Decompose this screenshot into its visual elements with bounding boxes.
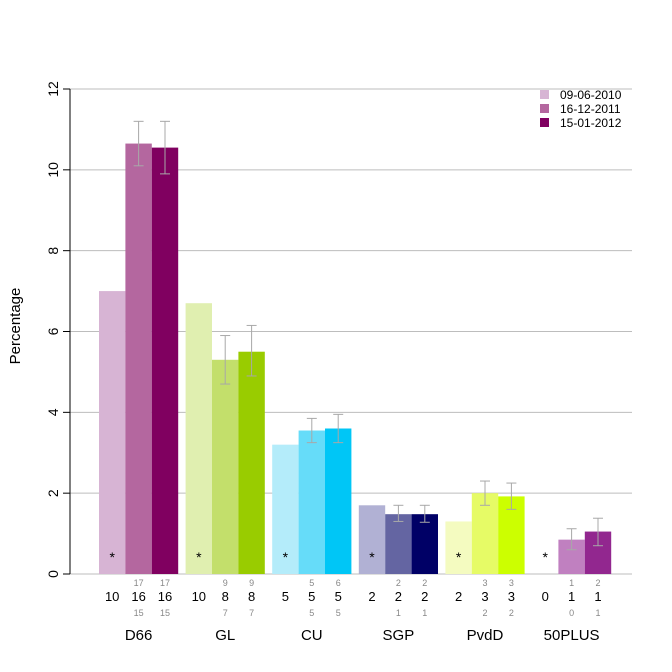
seat-label-low: 2 <box>509 608 514 618</box>
party-label: CU <box>301 627 323 644</box>
y-tick-label: 12 <box>45 81 61 97</box>
star-marker: * <box>456 549 462 565</box>
bar <box>272 444 299 574</box>
y-tick-label: 6 <box>45 327 61 335</box>
seat-label: 1 <box>568 589 575 604</box>
seat-label: 3 <box>508 589 515 604</box>
star-marker: * <box>542 549 548 565</box>
seat-label: 5 <box>282 589 289 604</box>
star-marker: * <box>369 549 375 565</box>
seat-label: 2 <box>455 589 462 604</box>
seat-label-low: 5 <box>336 608 341 618</box>
star-marker: * <box>196 549 202 565</box>
bar <box>358 505 386 574</box>
seat-label: 8 <box>248 589 255 604</box>
bars: * * * * * * <box>99 120 612 574</box>
seat-label-low: 1 <box>595 608 600 618</box>
seat-label-low: 15 <box>134 608 144 618</box>
bar <box>185 303 212 574</box>
seat-label-high: 2 <box>595 578 600 588</box>
seat-label-high: 3 <box>509 578 514 588</box>
seat-label-low: 1 <box>396 608 401 618</box>
seat-label-low: 1 <box>422 608 427 618</box>
legend-swatch <box>540 118 549 127</box>
bar <box>238 351 265 574</box>
seat-label: 8 <box>222 589 229 604</box>
legend-swatch <box>540 90 549 99</box>
seat-label-high: 3 <box>482 578 487 588</box>
bar <box>99 291 126 574</box>
y-tick-label: 4 <box>45 408 61 416</box>
star-marker: * <box>109 549 115 565</box>
seat-label: 2 <box>421 589 428 604</box>
party-label: D66 <box>125 627 153 644</box>
bar <box>471 493 499 574</box>
y-tick-label: 2 <box>45 489 61 497</box>
seat-label-high: 2 <box>422 578 427 588</box>
y-tick-label: 8 <box>45 247 61 255</box>
bar <box>151 147 179 574</box>
y-tick-label: 0 <box>45 570 61 578</box>
y-axis-label: Percentage <box>7 288 24 365</box>
seat-label-high: 17 <box>134 578 144 588</box>
legend-label: 15-01-2012 <box>560 116 622 130</box>
bar <box>411 514 438 574</box>
seat-label: 16 <box>131 589 145 604</box>
seat-label: 0 <box>542 589 549 604</box>
seat-label-high: 1 <box>569 578 574 588</box>
bar <box>445 521 472 574</box>
seat-label-high: 9 <box>249 578 254 588</box>
seat-label: 10 <box>192 589 206 604</box>
star-marker: * <box>283 549 289 565</box>
bar <box>298 430 325 574</box>
seat-label: 16 <box>158 589 172 604</box>
seat-label: 1 <box>594 589 601 604</box>
seat-label-high: 9 <box>223 578 228 588</box>
seat-label-low: 7 <box>249 608 254 618</box>
party-label: GL <box>215 627 235 644</box>
party-label: SGP <box>383 627 415 644</box>
seat-label: 2 <box>395 589 402 604</box>
seat-label: 2 <box>368 589 375 604</box>
seat-label: 5 <box>335 589 342 604</box>
seat-label: 10 <box>105 589 119 604</box>
seat-label-high: 2 <box>396 578 401 588</box>
seat-label-low: 5 <box>309 608 314 618</box>
bar <box>385 514 412 574</box>
seat-label-low: 7 <box>223 608 228 618</box>
seat-label-low: 2 <box>482 608 487 618</box>
bar <box>125 143 152 574</box>
seat-label-high: 5 <box>309 578 314 588</box>
x-labels: 10171615171615D6610987987GL5555655CU2221… <box>105 578 602 644</box>
legend-swatch <box>540 104 549 113</box>
legend-label: 16-12-2011 <box>560 102 621 116</box>
party-label: 50PLUS <box>544 627 600 644</box>
seat-label-low: 15 <box>160 608 170 618</box>
bar <box>325 428 352 574</box>
y-axis: 0 2 4 6 8 10 12 <box>45 81 71 578</box>
legend-label: 09-06-2010 <box>560 88 622 102</box>
seat-label: 5 <box>308 589 315 604</box>
seat-label-low: 0 <box>569 608 574 618</box>
party-label: PvdD <box>467 627 504 644</box>
seat-label-high: 6 <box>336 578 341 588</box>
y-tick-label: 10 <box>45 162 61 178</box>
bar <box>212 359 239 574</box>
seat-label-high: 17 <box>160 578 170 588</box>
seat-label: 3 <box>481 589 488 604</box>
